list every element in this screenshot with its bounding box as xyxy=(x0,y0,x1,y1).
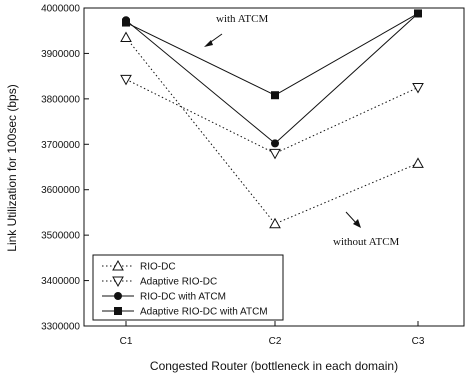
x-tick-label: C1 xyxy=(120,336,133,347)
data-point-series-4 xyxy=(271,91,279,100)
y-tick-label: 3600000 xyxy=(41,185,80,196)
data-point-series-1 xyxy=(269,217,281,229)
annotation-arrow-down-icon xyxy=(345,211,361,228)
y-tick-label: 3300000 xyxy=(41,322,80,333)
legend-marker xyxy=(114,307,122,315)
legend-marker xyxy=(112,259,124,271)
data-point-series-3 xyxy=(271,139,279,148)
data-point-series-2 xyxy=(120,74,132,86)
legend-label: RIO-DC xyxy=(140,262,176,273)
x-axis-title: Congested Router (bottleneck in each dom… xyxy=(150,359,398,373)
legend-label: Adaptive RIO-DC with ATCM xyxy=(140,307,268,318)
y-tick-label: 3900000 xyxy=(41,49,80,60)
data-point-series-1 xyxy=(120,31,132,43)
data-point-series-4 xyxy=(122,18,130,27)
y-axis-title: Link Utilization for 100sec (bps) xyxy=(5,84,19,251)
data-point-series-2 xyxy=(412,83,424,94)
y-axis-ticks: 3300000 3400000 3500000 3600000 3700000 38000… xyxy=(41,4,89,333)
annotation-with-atcm: with ATCM xyxy=(216,13,268,25)
series-markers xyxy=(120,9,424,229)
data-point-series-1 xyxy=(412,157,424,168)
x-tick-label: C2 xyxy=(269,336,282,347)
y-tick-label: 3700000 xyxy=(41,140,80,151)
series-lines xyxy=(125,13,419,225)
legend: RIO-DC Adaptive RIO-DC RIO-DC with ATCM Ada… xyxy=(92,254,284,321)
y-tick-label: 3800000 xyxy=(41,94,80,105)
annotation-without-atcm: without ATCM xyxy=(333,236,400,248)
data-point-series-2 xyxy=(269,148,281,160)
legend-marker xyxy=(114,292,122,300)
series-line-3 xyxy=(125,13,419,145)
legend-label: Adaptive RIO-DC xyxy=(140,277,217,288)
y-tick-label: 3500000 xyxy=(41,231,80,242)
legend-marker xyxy=(112,276,124,288)
plot-frame xyxy=(83,7,465,327)
y-tick-label: 3400000 xyxy=(41,276,80,287)
x-axis-ticks: C1 C2 C3 xyxy=(120,321,425,347)
legend-label: RIO-DC with ATCM xyxy=(140,292,226,303)
data-point-series-4 xyxy=(414,9,422,18)
legend-box xyxy=(92,254,284,321)
series-line-1 xyxy=(125,37,419,225)
annotation-arrow-up-icon xyxy=(204,33,223,47)
y-tick-label: 4000000 xyxy=(41,4,80,15)
x-tick-label: C3 xyxy=(412,336,425,347)
series-line-4 xyxy=(125,13,419,96)
